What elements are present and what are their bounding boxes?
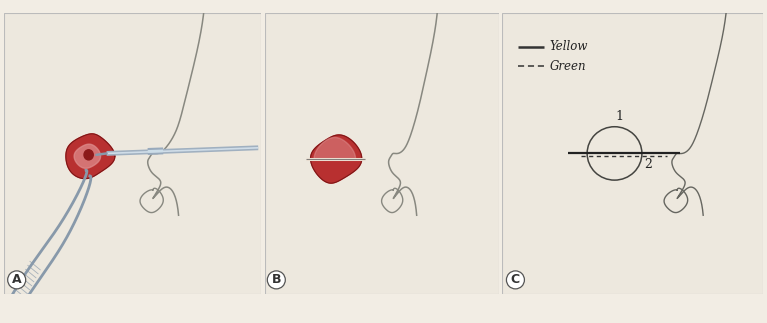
Text: 1: 1	[616, 110, 624, 123]
Polygon shape	[311, 135, 362, 183]
Text: Yellow: Yellow	[549, 40, 588, 53]
Text: A: A	[12, 273, 21, 287]
Text: 2: 2	[644, 158, 653, 171]
Polygon shape	[74, 144, 100, 168]
Circle shape	[84, 150, 94, 160]
Polygon shape	[66, 134, 115, 179]
Text: C: C	[511, 273, 520, 287]
Polygon shape	[314, 137, 356, 159]
Text: B: B	[272, 273, 281, 287]
Text: Green: Green	[549, 60, 586, 73]
